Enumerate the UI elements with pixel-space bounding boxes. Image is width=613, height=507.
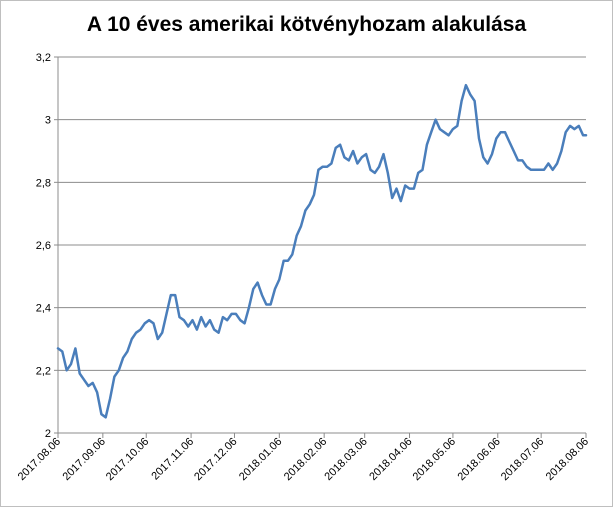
y-tick-label: 2 <box>45 428 51 440</box>
chart-title: A 10 éves amerikai kötvényhozam alakulás… <box>86 13 527 36</box>
x-tick-label: 2018.04.06 <box>367 436 414 483</box>
axes <box>54 56 587 438</box>
x-axis-labels: 2017.08.062017.09.062017.10.062017.11.06… <box>16 436 591 483</box>
series-line <box>56 83 588 419</box>
x-tick-label: 2018.02.06 <box>282 436 329 483</box>
x-tick-label: 2017.12.06 <box>192 436 239 483</box>
y-tick-label: 3 <box>45 115 51 127</box>
y-axis-labels: 2 2,2 2,4 2,6 2,8 3 3,2 <box>36 52 51 440</box>
series-group <box>56 83 588 419</box>
x-tick-label: 2017.10.06 <box>104 436 151 483</box>
x-tick-label: 2018.08.06 <box>544 436 591 483</box>
x-tick-label: 2018.07.06 <box>499 436 546 483</box>
x-tick-label: 2017.11.06 <box>149 436 196 483</box>
y-tick-label: 3,2 <box>36 52 51 64</box>
y-tick-label: 2,8 <box>36 177 51 189</box>
x-tick-label: 2017.08.06 <box>16 436 63 483</box>
x-tick-label: 2018.03.06 <box>322 436 369 483</box>
x-tick-label: 2018.01.06 <box>237 436 284 483</box>
y-tick-label: 2,4 <box>36 303 51 315</box>
gridlines <box>58 56 586 371</box>
x-tick-label: 2017.09.06 <box>61 436 108 483</box>
y-tick-label: 2,2 <box>36 365 51 377</box>
y-tick-label: 2,6 <box>36 240 51 252</box>
x-tick-label: 2018.06.06 <box>455 436 502 483</box>
x-tick-label: 2018.05.06 <box>411 436 458 483</box>
